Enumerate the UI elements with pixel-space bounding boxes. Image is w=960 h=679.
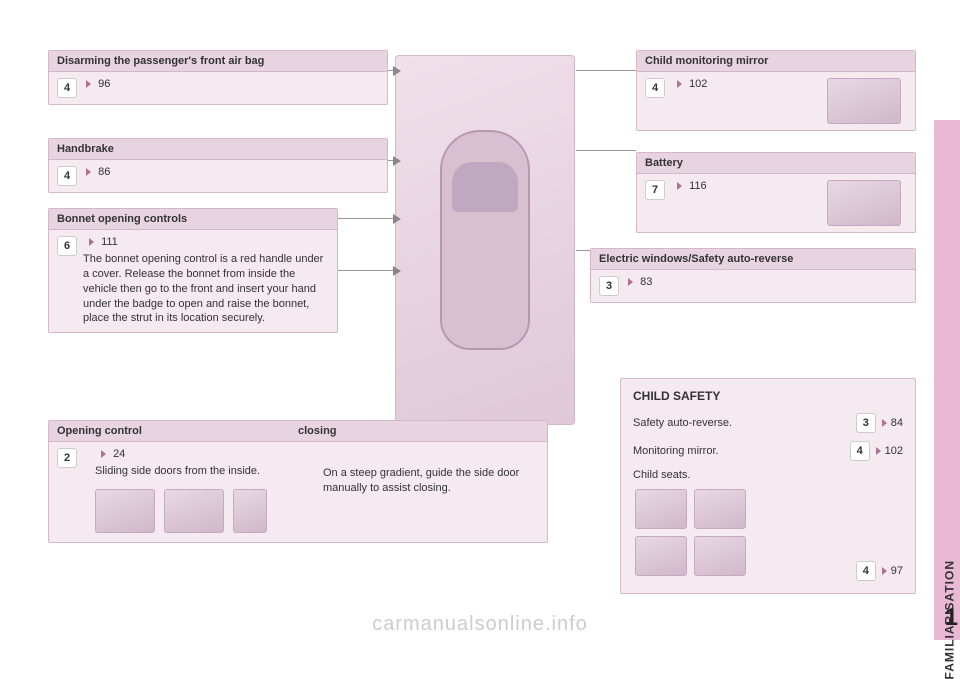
panel-title: Bonnet opening controls	[49, 209, 337, 230]
pointer-arrow-icon	[393, 266, 401, 276]
chapter-chip: 4	[57, 78, 77, 98]
page-ref: 86	[98, 166, 110, 178]
triangle-icon	[677, 182, 682, 190]
thumb-image	[827, 180, 901, 226]
chapter-number: 1	[945, 604, 958, 632]
triangle-icon	[882, 567, 887, 575]
thumb-image	[233, 489, 267, 533]
thumb-image	[694, 489, 746, 529]
item-label: Safety auto-reverse.	[633, 417, 856, 429]
page-ref: 97	[891, 565, 903, 577]
chapter-chip: 4	[57, 166, 77, 186]
chapter-chip: 2	[57, 448, 77, 468]
chapter-chip: 7	[645, 180, 665, 200]
panel-title: Electric windows/Safety auto-reverse	[591, 249, 915, 270]
pointer-line	[576, 70, 636, 71]
panel-sliding-doors: Opening control closing 2 24 Sliding sid…	[48, 420, 548, 543]
panel-battery: Battery 7 116	[636, 152, 916, 233]
page-ref: 102	[885, 445, 903, 457]
triangle-icon	[677, 80, 682, 88]
chapter-chip: 4	[856, 561, 876, 581]
triangle-icon	[876, 447, 881, 455]
page-ref: 111	[101, 236, 118, 248]
triangle-icon	[882, 419, 887, 427]
pointer-line	[330, 270, 395, 271]
triangle-icon	[86, 80, 91, 88]
panel-title-close: closing	[298, 425, 539, 437]
page-ref: 116	[689, 180, 707, 192]
panel-title: Battery	[637, 153, 915, 174]
triangle-icon	[89, 238, 94, 246]
thumb-image	[635, 536, 687, 576]
page-ref: 83	[640, 276, 652, 288]
panel-windows: Electric windows/Safety auto-reverse 3 8…	[590, 248, 916, 303]
page-ref: 84	[891, 417, 903, 429]
chapter-chip: 3	[856, 413, 876, 433]
item-label: Child seats.	[633, 469, 903, 481]
chapter-chip: 4	[645, 78, 665, 98]
panel-child-safety: CHILD SAFETY Safety auto-reverse. 3 84 M…	[620, 378, 916, 594]
triangle-icon	[101, 450, 106, 458]
chapter-chip: 3	[599, 276, 619, 296]
close-text: On a steep gradient, guide the side door…	[323, 448, 539, 536]
page-ref: 24	[113, 448, 125, 460]
pointer-arrow-icon	[393, 156, 401, 166]
pointer-line	[576, 150, 636, 151]
page-ref: 102	[689, 78, 707, 90]
panel-title: Handbrake	[49, 139, 387, 160]
pointer-line	[330, 218, 395, 219]
pointer-arrow-icon	[393, 214, 401, 224]
panel-bonnet: Bonnet opening controls 6 111 The bonnet…	[48, 208, 338, 333]
thumb-image	[827, 78, 901, 124]
panel-title: CHILD SAFETY	[633, 389, 903, 403]
item-label: Monitoring mirror.	[633, 445, 850, 457]
triangle-icon	[86, 168, 91, 176]
thumb-image	[164, 489, 224, 533]
vehicle-diagram	[395, 55, 575, 425]
panel-airbag: Disarming the passenger's front air bag …	[48, 50, 388, 105]
panel-handbrake: Handbrake 4 86	[48, 138, 388, 193]
panel-title-row: Opening control closing	[49, 421, 547, 442]
thumb-image	[635, 489, 687, 529]
panel-title-open: Opening control	[57, 425, 298, 437]
thumb-image	[95, 489, 155, 533]
pointer-arrow-icon	[393, 66, 401, 76]
car-outline	[440, 130, 530, 350]
panel-title: Child monitoring mirror	[637, 51, 915, 72]
panel-text: The bonnet opening control is a red hand…	[83, 252, 329, 326]
panel-child-mirror: Child monitoring mirror 4 102	[636, 50, 916, 131]
car-windshield	[452, 162, 518, 212]
chapter-chip: 6	[57, 236, 77, 256]
chapter-chip: 4	[850, 441, 870, 461]
panel-title: Disarming the passenger's front air bag	[49, 51, 387, 72]
page-ref: 96	[98, 78, 110, 90]
triangle-icon	[628, 278, 633, 286]
open-text: Sliding side doors from the inside.	[95, 464, 311, 479]
thumb-image	[694, 536, 746, 576]
watermark: carmanualsonline.info	[372, 613, 588, 636]
